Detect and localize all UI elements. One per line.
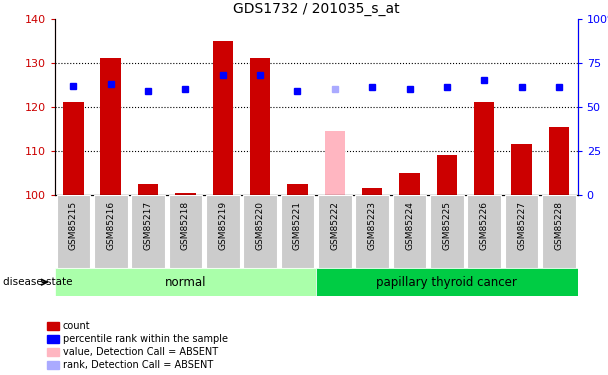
Text: GSM85216: GSM85216	[106, 201, 116, 250]
Bar	[287, 184, 308, 195]
Bar	[430, 195, 464, 268]
Text: GSM85217: GSM85217	[143, 201, 153, 250]
Text: GSM85223: GSM85223	[368, 201, 377, 250]
Bar	[281, 195, 314, 268]
Text: GSM85226: GSM85226	[480, 201, 489, 250]
Bar	[548, 127, 569, 195]
Bar	[355, 195, 389, 268]
Bar	[168, 195, 202, 268]
Bar	[100, 58, 121, 195]
Bar	[131, 195, 165, 268]
Bar	[175, 193, 196, 195]
Bar	[138, 184, 158, 195]
Bar	[505, 195, 539, 268]
Bar	[325, 131, 345, 195]
Bar	[243, 195, 277, 268]
Bar	[55, 268, 316, 296]
Bar	[213, 41, 233, 195]
Bar	[468, 195, 501, 268]
Text: GSM85215: GSM85215	[69, 201, 78, 250]
Legend: count, percentile rank within the sample, value, Detection Call = ABSENT, rank, : count, percentile rank within the sample…	[47, 321, 228, 370]
Text: GSM85224: GSM85224	[405, 201, 414, 250]
Bar	[362, 188, 382, 195]
Text: disease state: disease state	[3, 277, 72, 287]
Bar	[399, 173, 420, 195]
Bar	[318, 195, 351, 268]
Bar	[57, 195, 90, 268]
Bar	[511, 144, 532, 195]
Text: papillary thyroid cancer: papillary thyroid cancer	[376, 276, 517, 289]
Bar	[437, 155, 457, 195]
Text: GSM85228: GSM85228	[554, 201, 564, 250]
Bar	[63, 102, 84, 195]
Text: normal: normal	[165, 276, 206, 289]
Text: GSM85225: GSM85225	[443, 201, 451, 250]
Bar	[542, 195, 576, 268]
Text: GSM85221: GSM85221	[293, 201, 302, 250]
Bar	[250, 58, 271, 195]
Title: GDS1732 / 201035_s_at: GDS1732 / 201035_s_at	[233, 2, 399, 16]
Bar	[316, 268, 578, 296]
Bar	[206, 195, 240, 268]
Text: GSM85227: GSM85227	[517, 201, 526, 250]
Bar	[474, 102, 494, 195]
Bar	[94, 195, 128, 268]
Text: GSM85219: GSM85219	[218, 201, 227, 250]
Text: GSM85218: GSM85218	[181, 201, 190, 250]
Bar	[393, 195, 426, 268]
Text: GSM85222: GSM85222	[330, 201, 339, 250]
Text: GSM85220: GSM85220	[255, 201, 264, 250]
